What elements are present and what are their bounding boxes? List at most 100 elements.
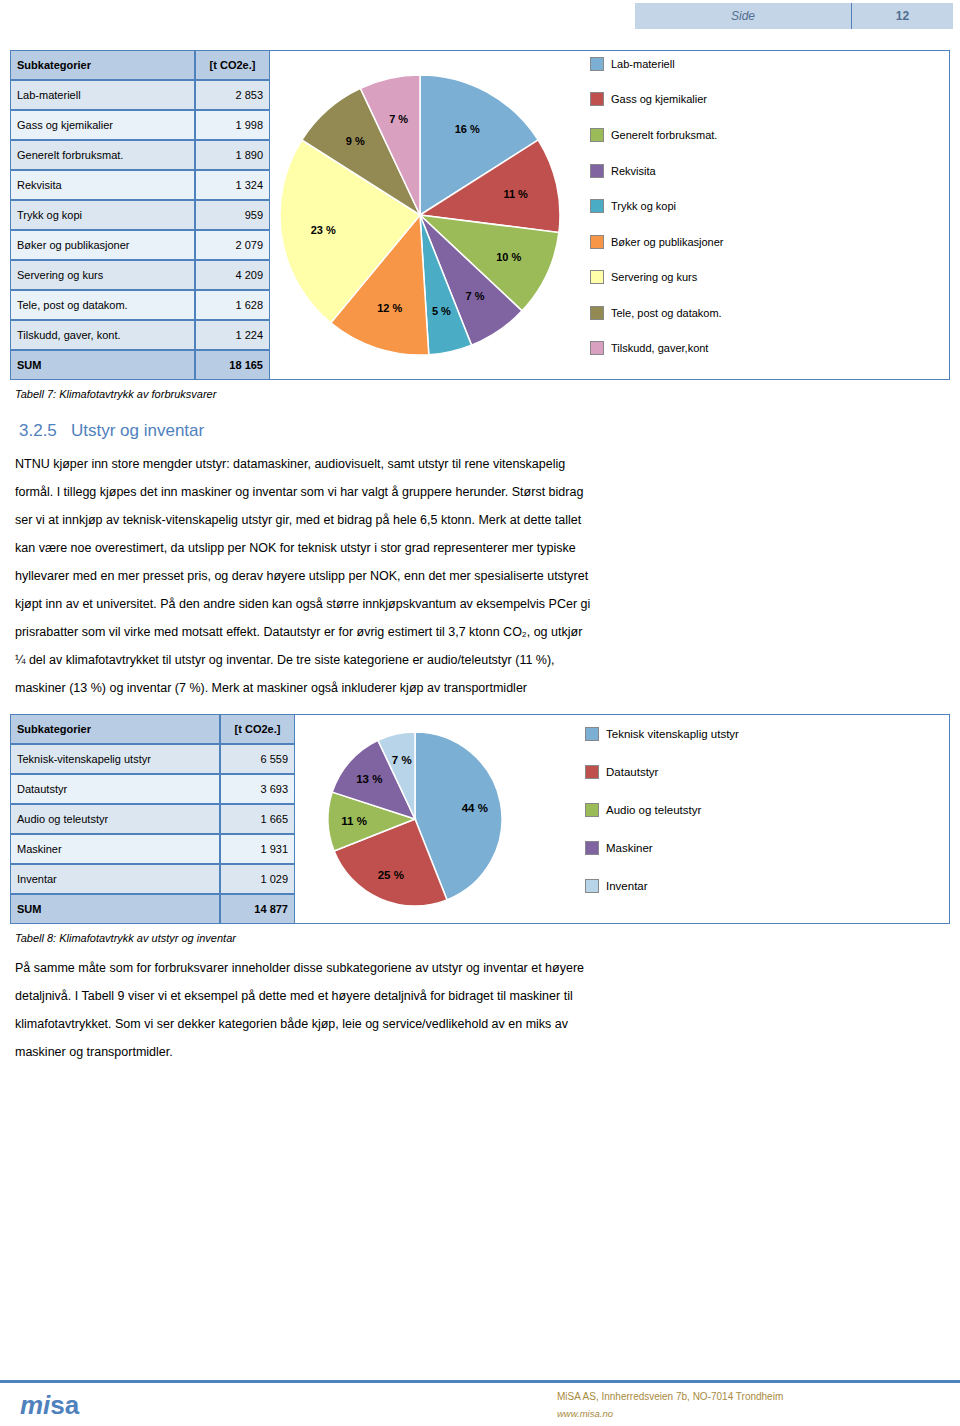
- page-box: Side12: [635, 3, 953, 29]
- table-sum: 14 877: [220, 894, 295, 924]
- legend-entry: Lab-materiell: [611, 55, 675, 73]
- table-cell: Lab-materiell: [10, 80, 195, 110]
- legend-entry: Tele, post og datakom.: [611, 304, 722, 322]
- table-cell: Datautstyr: [10, 774, 220, 804]
- body-text: På samme måte som for forbruksvarer inne…: [15, 954, 584, 982]
- table-header: Subkategorier: [10, 50, 195, 80]
- table-cell: 1 324: [195, 170, 270, 200]
- table-header: [t CO2e.]: [195, 50, 270, 80]
- legend-entry: Maskiner: [606, 839, 653, 857]
- legend-swatch: [590, 164, 604, 178]
- body-text: ¼ del av klimafotavtrykket til utstyr og…: [15, 646, 555, 674]
- data-label: 5 %: [432, 305, 451, 317]
- body-text: maskiner (13 %) og inventar (7 %). Merk …: [15, 674, 527, 702]
- data-label: 12 %: [377, 302, 402, 314]
- table-cell: 1 890: [195, 140, 270, 170]
- legend-swatch: [585, 841, 599, 855]
- data-label: 7 %: [466, 290, 485, 302]
- page-number: 12: [852, 3, 953, 29]
- body-text: hyllevarer med en mer presset pris, og d…: [15, 562, 588, 590]
- logo-part: sa: [50, 1390, 79, 1420]
- logo-part: mi: [20, 1390, 50, 1420]
- table-header: Subkategorier: [10, 714, 220, 744]
- data-label: 11 %: [341, 815, 367, 827]
- body-text: prisrabatter som vil virke med motsatt e…: [15, 618, 582, 646]
- table-cell: Rekvisita: [10, 170, 195, 200]
- table-caption: Tabell 8: Klimafotavtrykk av utstyr og i…: [15, 929, 236, 947]
- footer-company: MiSA AS, Innherredsveien 7b, NO-7014 Tro…: [557, 1389, 783, 1405]
- legend-entry: Inventar: [606, 877, 648, 895]
- legend-entry: Generelt forbruksmat.: [611, 126, 717, 144]
- table-cell: 4 209: [195, 260, 270, 290]
- legend-swatch: [590, 92, 604, 106]
- legend-swatch: [585, 879, 599, 893]
- table-cell: Generelt forbruksmat.: [10, 140, 195, 170]
- body-text: detaljnivå. I Tabell 9 viser vi et eksem…: [15, 982, 573, 1010]
- legend-entry: Datautstyr: [606, 763, 658, 781]
- table-caption: Tabell 7: Klimafotavtrykk av forbruksvar…: [15, 385, 216, 403]
- pie-slice: [378, 732, 415, 819]
- legend-swatch: [585, 803, 599, 817]
- legend-swatch: [585, 765, 599, 779]
- legend-entry: Servering og kurs: [611, 268, 697, 286]
- table-cell: Teknisk-vitenskapelig utstyr: [10, 744, 220, 774]
- table-cell: 1 029: [220, 864, 295, 894]
- legend-entry: Gass og kjemikalier: [611, 90, 707, 108]
- legend-entry: Trykk og kopi: [611, 197, 676, 215]
- legend-swatch: [590, 306, 604, 320]
- legend-swatch: [590, 128, 604, 142]
- table-header: [t CO2e.]: [220, 714, 295, 744]
- table-sum: SUM: [10, 894, 220, 924]
- legend: Lab-materiell Gass og kjemikalier Generelt…: [585, 55, 955, 375]
- legend-swatch: [590, 270, 604, 284]
- data-label: 13 %: [356, 773, 382, 785]
- table-cell: 1 665: [220, 804, 295, 834]
- legend-entry: Rekvisita: [611, 162, 656, 180]
- table-cell: Servering og kurs: [10, 260, 195, 290]
- data-label: 10 %: [496, 251, 521, 263]
- legend-entry: Bøker og publikasjoner: [611, 233, 724, 251]
- data-label: 7 %: [389, 113, 408, 125]
- table-sum: 18 165: [195, 350, 270, 380]
- body-text: ser vi at innkjøp av teknisk-vitenskapel…: [15, 506, 581, 534]
- table-cell: 3 693: [220, 774, 295, 804]
- table-cell: Bøker og publikasjoner: [10, 230, 195, 260]
- table-cell: Gass og kjemikalier: [10, 110, 195, 140]
- data-label: 7 %: [392, 754, 412, 766]
- footer-url: www.misa.no: [557, 1406, 613, 1422]
- table-cell: 959: [195, 200, 270, 230]
- legend-swatch: [590, 199, 604, 213]
- pie-chart: 16 %11 %10 %7 %5 %12 %23 %9 %7 %: [270, 65, 570, 365]
- body-text: kan være noe overestimert, da utslipp pe…: [15, 534, 576, 562]
- footer-line: [0, 1380, 960, 1383]
- data-label: 9 %: [346, 135, 365, 147]
- table-cell: Maskiner: [10, 834, 220, 864]
- table-cell: Tilskudd, gaver, kont.: [10, 320, 195, 350]
- data-label: 16 %: [455, 123, 480, 135]
- table-cell: 2 853: [195, 80, 270, 110]
- data-label: 44 %: [462, 802, 488, 814]
- table-cell: 6 559: [220, 744, 295, 774]
- section-heading: 3.2.5 Utstyr og inventar: [19, 415, 204, 447]
- table-cell: Inventar: [10, 864, 220, 894]
- pie-slice: [360, 75, 420, 215]
- legend-swatch: [585, 727, 599, 741]
- table-cell: 2 079: [195, 230, 270, 260]
- table-cell: 1 931: [220, 834, 295, 864]
- table-cell: Trykk og kopi: [10, 200, 195, 230]
- data-label: 23 %: [311, 224, 336, 236]
- table-cell: 1 224: [195, 320, 270, 350]
- legend-entry: Audio og teleutstyr: [606, 801, 701, 819]
- legend-entry: Tilskudd, gaver,kont: [611, 339, 708, 357]
- data-label: 25 %: [378, 869, 404, 881]
- page-label: Side: [635, 3, 851, 29]
- body-text: kjøpt inn av et universitet. På den andr…: [15, 590, 590, 618]
- table-cell: Audio og teleutstyr: [10, 804, 220, 834]
- pie-chart: 44 % 25 % 11 % 13 % 7 %: [318, 722, 512, 916]
- legend-swatch: [590, 341, 604, 355]
- table-cell: 1 998: [195, 110, 270, 140]
- table-sum: SUM: [10, 350, 195, 380]
- logo: misa: [20, 1386, 79, 1424]
- legend: Teknisk vitenskaplig utstyr Datautstyr Aud…: [580, 724, 950, 914]
- legend-entry: Teknisk vitenskaplig utstyr: [606, 725, 739, 743]
